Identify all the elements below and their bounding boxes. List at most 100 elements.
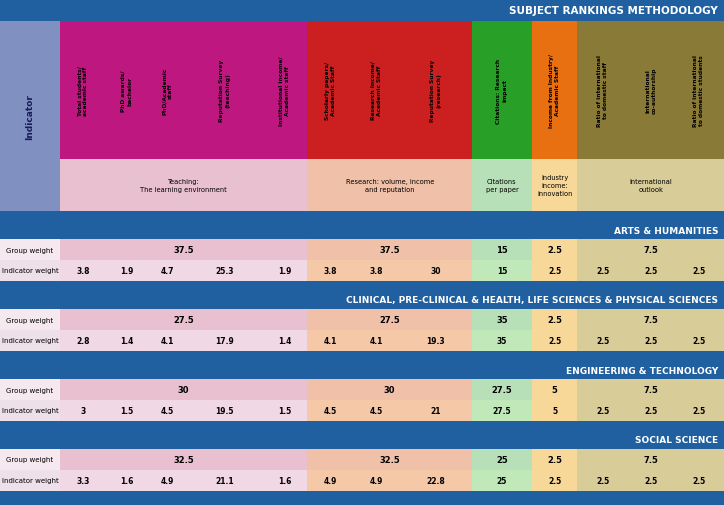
Text: PhD/Academic
staff: PhD/Academic staff: [162, 67, 173, 115]
Bar: [0, 239, 60, 261]
Bar: [399, 470, 472, 491]
Text: 32.5: 32.5: [379, 455, 400, 464]
Bar: [578, 310, 724, 330]
Bar: [399, 22, 472, 160]
Bar: [106, 261, 147, 281]
Bar: [472, 400, 531, 421]
Text: 2.5: 2.5: [596, 336, 610, 345]
Bar: [0, 470, 60, 491]
Bar: [578, 470, 628, 491]
Bar: [673, 22, 724, 160]
Text: Reputation Survey
(teaching): Reputation Survey (teaching): [219, 60, 230, 122]
Bar: [628, 330, 673, 351]
Bar: [472, 310, 531, 330]
Bar: [307, 239, 472, 261]
Text: International
co-authorship: International co-authorship: [645, 68, 657, 114]
Text: 4.5: 4.5: [369, 406, 382, 415]
Text: 2.5: 2.5: [692, 406, 705, 415]
Text: Ratio of international
to domestic students: Ratio of international to domestic stude…: [693, 55, 704, 127]
Text: Indicator weight: Indicator weight: [1, 268, 59, 274]
Text: Research: volume, income
and reputation: Research: volume, income and reputation: [345, 179, 434, 192]
Text: Teaching:
The learning environment: Teaching: The learning environment: [140, 179, 227, 192]
Text: 27.5: 27.5: [379, 316, 400, 324]
Bar: [0, 431, 724, 449]
Text: 2.5: 2.5: [596, 267, 610, 275]
Bar: [307, 160, 472, 212]
Text: 25: 25: [496, 455, 508, 464]
Text: 19.3: 19.3: [426, 336, 445, 345]
Text: 2.5: 2.5: [547, 316, 562, 324]
Bar: [147, 330, 188, 351]
Text: 19.5: 19.5: [216, 406, 234, 415]
Text: Group weight: Group weight: [7, 317, 54, 323]
Bar: [578, 330, 628, 351]
Text: Citations
per paper: Citations per paper: [486, 179, 518, 192]
Text: 3.8: 3.8: [76, 267, 90, 275]
Text: Industry
income:
innovation: Industry income: innovation: [537, 175, 572, 196]
Text: International
outlook: International outlook: [629, 179, 672, 192]
Bar: [673, 330, 724, 351]
Bar: [0, 449, 60, 470]
Bar: [60, 379, 307, 400]
Bar: [628, 470, 673, 491]
Bar: [531, 449, 578, 470]
Bar: [353, 400, 399, 421]
Bar: [261, 400, 307, 421]
Text: 4.1: 4.1: [161, 336, 174, 345]
Bar: [188, 22, 261, 160]
Bar: [0, 421, 724, 431]
Text: 27.5: 27.5: [173, 316, 194, 324]
Text: Group weight: Group weight: [7, 457, 54, 463]
Bar: [0, 22, 60, 212]
Text: 4.9: 4.9: [324, 476, 337, 485]
Text: 30: 30: [178, 385, 190, 394]
Text: 2.5: 2.5: [547, 245, 562, 255]
Text: 2.5: 2.5: [548, 476, 561, 485]
Text: 2.5: 2.5: [692, 267, 705, 275]
Text: 35: 35: [497, 336, 507, 345]
Bar: [353, 330, 399, 351]
Bar: [472, 239, 531, 261]
Bar: [353, 261, 399, 281]
Text: 3.3: 3.3: [76, 476, 90, 485]
Text: 7.5: 7.5: [644, 316, 658, 324]
Text: ENGINEERING & TECHNOLOGY: ENGINEERING & TECHNOLOGY: [565, 366, 718, 375]
Text: 27.5: 27.5: [492, 406, 511, 415]
Text: 2.5: 2.5: [692, 476, 705, 485]
Bar: [261, 22, 307, 160]
Bar: [353, 470, 399, 491]
Bar: [531, 310, 578, 330]
Text: 30: 30: [384, 385, 395, 394]
Text: Indicator: Indicator: [25, 94, 35, 140]
Bar: [0, 351, 724, 361]
Bar: [307, 310, 472, 330]
Bar: [307, 22, 353, 160]
Text: 4.5: 4.5: [324, 406, 337, 415]
Text: 3: 3: [80, 406, 85, 415]
Bar: [0, 379, 60, 400]
Text: 1.9: 1.9: [278, 267, 291, 275]
Text: 7.5: 7.5: [644, 245, 658, 255]
Text: 2.8: 2.8: [76, 336, 90, 345]
Bar: [307, 400, 353, 421]
Bar: [106, 22, 147, 160]
Bar: [531, 239, 578, 261]
Bar: [147, 400, 188, 421]
Bar: [0, 0, 724, 22]
Text: 1.4: 1.4: [278, 336, 291, 345]
Bar: [106, 330, 147, 351]
Text: 15: 15: [496, 245, 508, 255]
Text: Citations: Research
impact: Citations: Research impact: [497, 58, 508, 123]
Bar: [399, 330, 472, 351]
Text: Scholarly papers/
Academic Staff: Scholarly papers/ Academic Staff: [324, 62, 336, 120]
Bar: [188, 470, 261, 491]
Bar: [673, 400, 724, 421]
Text: 1.5: 1.5: [278, 406, 291, 415]
Bar: [0, 330, 60, 351]
Bar: [188, 400, 261, 421]
Bar: [531, 261, 578, 281]
Bar: [307, 330, 353, 351]
Bar: [0, 281, 724, 291]
Bar: [0, 261, 60, 281]
Text: 4.9: 4.9: [369, 476, 383, 485]
